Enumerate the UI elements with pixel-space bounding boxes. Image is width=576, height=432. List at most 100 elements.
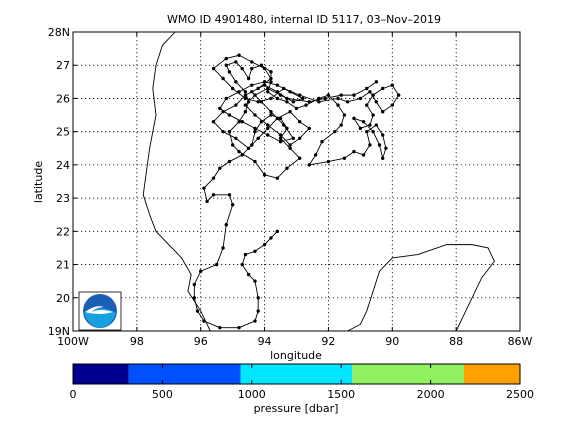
track-point [211,176,216,180]
track-point [275,229,280,234]
track-point [368,123,372,127]
track-point [262,66,267,71]
track-point [288,143,292,147]
track-point [291,136,296,141]
track-point [278,116,283,121]
track-point [240,66,244,71]
track-point [266,123,270,127]
track-point [243,96,248,101]
colorbar-tick-label: 2500 [506,388,534,401]
track-point [384,146,388,150]
track-point [358,96,363,101]
track-point [323,96,327,101]
track-point [253,319,257,323]
track-point [234,136,238,141]
track-point [352,93,356,97]
track-point [227,159,232,164]
track-point [381,86,385,91]
track-point [259,63,264,67]
track-point [269,236,273,240]
track-point [361,120,366,124]
track-point [253,93,257,97]
track-point [262,173,267,177]
track-point [381,156,385,160]
track-point [262,80,267,84]
track-point [234,103,238,107]
track-point [253,113,257,117]
track-point [294,106,299,111]
track-point [237,53,241,57]
track-point [243,110,248,114]
track-point [192,282,197,287]
track-point [285,100,289,104]
x-tick-label: 92 [321,335,335,348]
track-point [291,100,296,104]
track-point [269,80,273,84]
x-tick-label: 88 [449,335,463,348]
colorbar-tick-label: 0 [70,388,77,401]
track-point [278,133,283,137]
track-point [285,126,289,131]
track-point [297,136,302,141]
track-point [214,262,219,267]
track-point [307,163,311,167]
track-point [365,86,369,91]
track-point [374,80,379,84]
track-point [269,70,273,74]
colorbar-band [352,364,465,384]
colorbar-tick-label: 1500 [327,388,355,401]
track-point [390,83,394,87]
track-point [288,90,292,94]
plot-frame [72,31,521,332]
track-point [243,252,248,257]
track-point [230,143,235,147]
track-point [365,103,369,107]
track-point [227,129,232,134]
track-point [336,103,340,107]
colorbar-frame [72,363,521,385]
track-point [199,269,203,273]
track-point [243,90,248,94]
track-point [218,106,222,111]
x-tick-label: 96 [194,335,208,348]
track-point [237,90,241,94]
track-point [266,86,270,91]
track-point [240,153,244,157]
track-point [253,159,257,164]
track-point [256,100,260,104]
y-tick-label: 19N [48,325,70,338]
noaa-logo-icon [78,291,122,331]
track-point [358,126,363,131]
colorbar-band [73,364,129,384]
track-point [368,90,372,94]
track-point [224,222,228,227]
track-point [301,96,305,101]
track-point [304,103,308,107]
track-point [253,279,257,283]
track-point [221,246,225,250]
y-axis-label: latitude [32,161,45,203]
track-point [339,93,343,97]
track-point [227,70,232,74]
track-point [285,166,289,170]
colorbar-band [240,364,353,384]
track-point [275,83,280,87]
track-point [240,262,244,267]
coastlines [142,31,495,332]
track-point [202,186,206,190]
axis-ticks: 100W 98 96 94 92 90 88 86W 19N 20 21 22 23 24 25 26 27 28… [48,26,533,348]
track-point [256,309,260,313]
track-point [317,96,321,101]
track-point [250,90,254,94]
track-point [240,120,244,124]
track-point [381,110,385,114]
x-tick-label: 94 [258,335,272,348]
track-point [253,249,257,253]
track-point [297,120,302,124]
y-tick-label: 22 [56,225,70,238]
track-point [224,63,228,67]
track-point [202,319,206,323]
track-point [234,80,238,84]
track-point [246,272,251,277]
colorbar-label: pressure [dbar] [254,402,339,415]
